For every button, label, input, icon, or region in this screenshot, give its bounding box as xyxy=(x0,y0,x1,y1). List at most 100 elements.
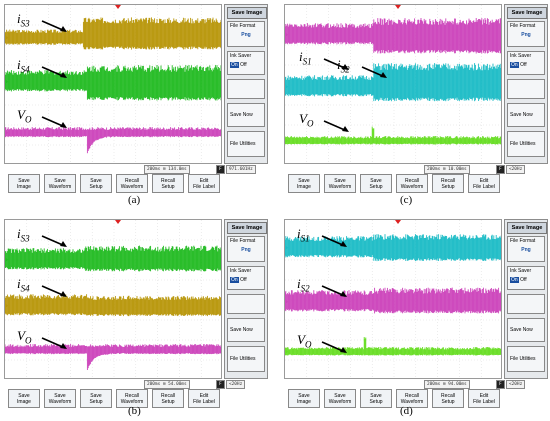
softkey-button[interactable]: Recall Waveform xyxy=(116,174,148,193)
status-bar: 200ms ⊞ 94.00ms F <20Hz xyxy=(284,380,548,389)
softkey-button[interactable]: Recall Setup xyxy=(432,389,464,408)
ink-saver-button[interactable]: Ink Saver On Off xyxy=(227,51,265,75)
softkey-button[interactable]: Recall Waveform xyxy=(116,389,148,408)
softkey-label-2: File Label xyxy=(473,399,495,405)
softkey-button[interactable]: Save Waveform xyxy=(324,389,356,408)
softkey-button[interactable]: Save Setup xyxy=(360,174,392,193)
waveform-display: iS3 iS4 VO ▸ ▸ ▸ xyxy=(4,4,222,164)
file-format-label: File Format xyxy=(230,238,256,244)
empty-menu-slot xyxy=(507,294,545,314)
file-format-button[interactable]: File Format Png xyxy=(507,236,545,262)
file-utilities-button[interactable]: File Utilities xyxy=(507,131,545,157)
panel-tag: (c) xyxy=(400,194,413,206)
save-now-button[interactable]: Save Now xyxy=(227,318,265,342)
panel-tag: (b) xyxy=(128,405,141,417)
signal-label: iS1 xyxy=(299,49,312,67)
frequency-readout: 971.601Hz xyxy=(226,165,256,174)
softkey-button[interactable]: Save Image xyxy=(8,174,40,193)
softkey-button[interactable]: Save Image xyxy=(8,389,40,408)
channel-marker-icon: ▸ xyxy=(286,245,289,251)
signal-label-main: V xyxy=(17,107,25,122)
softkey-label-2: Waveform xyxy=(328,399,352,405)
softkey-button[interactable]: Edit File Label xyxy=(468,389,500,408)
signal-label-main: i xyxy=(299,49,303,64)
softkey-button[interactable]: Save Image xyxy=(288,389,320,408)
signal-label-sub: O xyxy=(24,114,32,125)
save-now-button[interactable]: Save Now xyxy=(507,318,545,342)
side-menu: Save Image File Format Png Ink Saver On … xyxy=(224,219,268,379)
trigger-marker-icon xyxy=(115,220,121,224)
empty-menu-slot xyxy=(227,294,265,314)
waveform-trace xyxy=(285,18,501,54)
signal-label: iS1 xyxy=(297,226,310,244)
ink-saver-label: Ink Saver xyxy=(510,53,532,59)
softkey-button[interactable]: Recall Setup xyxy=(152,389,184,408)
side-menu: Save Image File Format Png Ink Saver On … xyxy=(504,4,548,164)
save-now-button[interactable]: Save Now xyxy=(227,103,265,127)
softkey-button[interactable]: Save Setup xyxy=(80,174,112,193)
trigger-marker-icon xyxy=(395,220,401,224)
softkey-button[interactable]: Save Waveform xyxy=(44,389,76,408)
signal-label-sub: S3 xyxy=(20,18,30,29)
softkey-button[interactable]: Edit File Label xyxy=(188,174,220,193)
file-utilities-button[interactable]: File Utilities xyxy=(507,346,545,372)
softkey-button[interactable]: Edit File Label xyxy=(468,174,500,193)
waveform-trace xyxy=(285,287,501,314)
softkey-button[interactable]: Recall Waveform xyxy=(396,389,428,408)
oscilloscope-panel: iS1 iS2 VO ▸ ▸ ▸ Save Image File Format Png I… xyxy=(284,219,548,409)
waveform-trace xyxy=(285,337,501,356)
menu-title: Save Image xyxy=(507,222,547,234)
softkey-label-1: Edit xyxy=(199,393,209,399)
status-bar: 200ms ⊞ 10.00ms F <20Hz xyxy=(284,165,548,174)
file-format-value: Png xyxy=(521,32,531,38)
file-utilities-button[interactable]: File Utilities xyxy=(227,346,265,372)
timebase-readout: 200ms ⊞ 94.00ms xyxy=(424,380,470,389)
softkey-button[interactable]: Recall Setup xyxy=(432,174,464,193)
file-format-button[interactable]: File Format Png xyxy=(227,21,265,47)
status-bar: 200ms ⊞ 54.00ms F <20Hz xyxy=(4,380,268,389)
file-format-label: File Format xyxy=(230,23,256,29)
signal-label-sub: S4 xyxy=(20,283,30,294)
signal-label-sub: O xyxy=(304,339,312,350)
softkey-label-1: Save xyxy=(18,178,30,184)
empty-menu-slot xyxy=(507,79,545,99)
softkey-button[interactable]: Recall Setup xyxy=(152,174,184,193)
waveform-trace xyxy=(285,126,501,145)
save-now-button[interactable]: Save Now xyxy=(507,103,545,127)
softkey-label-1: Save xyxy=(90,393,102,399)
arrow-icon xyxy=(321,341,347,353)
softkey-label-2: Setup xyxy=(89,399,103,405)
softkey-button[interactable]: Save Setup xyxy=(80,389,112,408)
ink-saver-button[interactable]: Ink Saver On Off xyxy=(507,266,545,290)
softkey-button[interactable]: Save Waveform xyxy=(44,174,76,193)
softkey-button[interactable]: Save Image xyxy=(288,174,320,193)
softkey-label-2: Setup xyxy=(441,184,455,190)
ink-saver-on: On xyxy=(230,277,239,283)
channel-marker-icon: ▸ xyxy=(286,84,289,90)
signal-label-main: i xyxy=(17,11,21,26)
file-format-button[interactable]: File Format Png xyxy=(507,21,545,47)
softkey-button[interactable]: Recall Waveform xyxy=(396,174,428,193)
softkey-label-1: Save xyxy=(54,393,66,399)
trigger-marker-icon xyxy=(395,5,401,9)
ink-saver-label: Ink Saver xyxy=(510,268,532,274)
panel-tag: (d) xyxy=(400,405,413,417)
softkey-button[interactable]: Edit File Label xyxy=(188,389,220,408)
waveform-trace xyxy=(5,344,221,370)
softkey-label-1: Save xyxy=(298,178,310,184)
softkey-button[interactable]: Save Waveform xyxy=(324,174,356,193)
arrow-icon xyxy=(321,285,347,297)
frequency-readout: <20Hz xyxy=(226,380,246,389)
ink-saver-button[interactable]: Ink Saver On Off xyxy=(227,266,265,290)
ink-saver-button[interactable]: Ink Saver On Off xyxy=(507,51,545,75)
softkey-label-2: Image xyxy=(17,184,31,190)
channel-marker-icon: ▸ xyxy=(286,32,289,38)
channel-marker-icon: ▸ xyxy=(6,130,9,136)
softkey-button[interactable]: Save Setup xyxy=(360,389,392,408)
softkey-label-1: Save xyxy=(54,178,66,184)
trigger-source-icon: F xyxy=(496,165,505,174)
file-format-button[interactable]: File Format Png xyxy=(227,236,265,262)
softkey-label-2: Waveform xyxy=(400,399,424,405)
trigger-marker-icon xyxy=(115,5,121,9)
file-utilities-button[interactable]: File Utilities xyxy=(227,131,265,157)
